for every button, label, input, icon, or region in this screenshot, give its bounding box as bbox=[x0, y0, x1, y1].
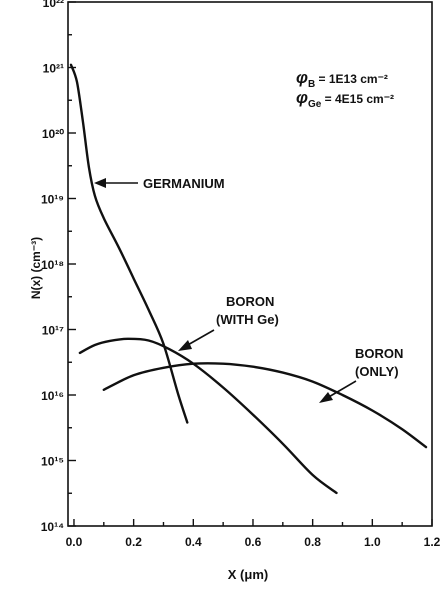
series-label-boron-only-line2: (ONLY) bbox=[355, 364, 399, 379]
dose-annotation: φB = 1E13 cm⁻² φGe = 4E15 cm⁻² bbox=[296, 68, 394, 110]
y-tick-label: 10¹⁴ bbox=[41, 520, 64, 534]
arrow-boron-only bbox=[326, 380, 357, 399]
dose-annotation-boron: φB = 1E13 cm⁻² bbox=[296, 68, 388, 90]
chart-canvas: 0.0 0.2 0.4 0.6 0.8 1.0 1.2 10²²10²¹10²⁰10¹⁹10… bbox=[29, 0, 440, 582]
x-tick-label: 1.2 bbox=[424, 535, 440, 549]
x-tick-label: 0.0 bbox=[66, 535, 83, 549]
x-tick-label: 0.8 bbox=[304, 535, 321, 549]
y-tick-label: 10²¹ bbox=[43, 62, 64, 76]
x-tick-label: 0.2 bbox=[125, 535, 142, 549]
curve-germanium bbox=[69, 63, 189, 424]
y-tick-label: 10¹⁹ bbox=[41, 193, 64, 207]
arrowhead-boron-with-ge bbox=[178, 340, 192, 351]
series-label-boron-with-ge-line1: BORON bbox=[226, 294, 274, 309]
series-curves bbox=[69, 63, 428, 495]
y-tick-label: 10¹⁵ bbox=[41, 455, 64, 469]
curve-boron-only bbox=[102, 362, 428, 449]
x-tick-label: 0.6 bbox=[245, 535, 262, 549]
x-tick-label: 1.0 bbox=[364, 535, 381, 549]
figure-caption-remnant bbox=[0, 592, 440, 608]
series-label-boron-only-line1: BORON bbox=[355, 346, 403, 361]
x-axis: 0.0 0.2 0.4 0.6 0.8 1.0 1.2 bbox=[66, 519, 440, 549]
arrowhead-germanium bbox=[94, 178, 106, 188]
y-tick-label: 10¹⁶ bbox=[41, 389, 64, 403]
y-axis: 10²² 10²¹ 10²⁰ 10¹⁹ 10¹⁸ 10¹⁷ 10¹⁶ 10¹⁵ 10¹⁴ bbox=[41, 0, 76, 534]
curve-boron-with-ge bbox=[78, 337, 338, 495]
y-tick-label: 10²⁰ bbox=[42, 127, 64, 141]
y-tick-label: 10¹⁷ bbox=[42, 324, 64, 338]
y-axis-label: N(x) (cm⁻³) bbox=[29, 237, 43, 299]
x-tick-label: 0.4 bbox=[185, 535, 202, 549]
arrowhead-boron-only bbox=[319, 392, 333, 403]
series-label-germanium: GERMANIUM bbox=[143, 176, 225, 191]
dose-annotation-germanium: φGe = 4E15 cm⁻² bbox=[296, 88, 394, 110]
label-boron-only: BORON (ONLY) bbox=[319, 346, 403, 403]
arrow-boron-with-ge bbox=[185, 329, 215, 347]
series-label-boron-with-ge-line2: (WITH Ge) bbox=[216, 312, 279, 327]
label-boron-with-ge: BORON (WITH Ge) bbox=[178, 294, 279, 351]
label-germanium: GERMANIUM bbox=[94, 176, 225, 191]
y-tick-label: 10¹⁸ bbox=[41, 258, 64, 272]
y-tick-label: 10²² bbox=[43, 0, 64, 10]
x-axis-label: X (μm) bbox=[228, 567, 268, 582]
